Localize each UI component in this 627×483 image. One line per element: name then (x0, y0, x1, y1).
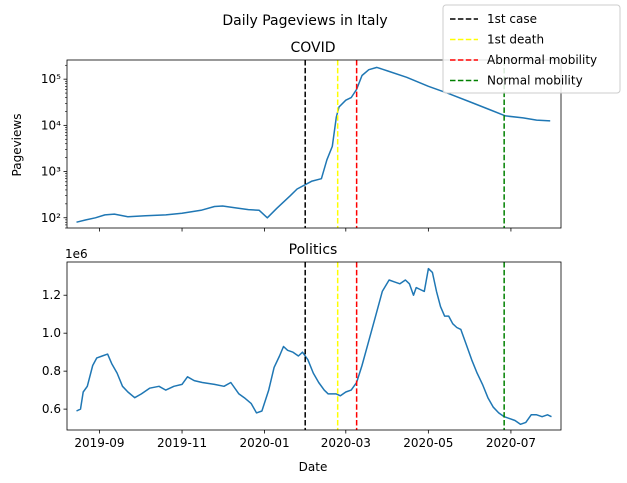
legend-label: Abnormal mobility (487, 53, 597, 67)
politics-panel: Politics 1e6 Date 0.6 0.8 1.0 1.2 2019-09 201… (42, 242, 562, 474)
politics-x-axis-label: Date (299, 460, 328, 474)
politics-y-tick-label: 0.8 (42, 364, 61, 378)
x-tick-label: 2020-03 (321, 436, 371, 450)
legend-label: 1st death (487, 33, 544, 47)
figure-suptitle: Daily Pageviews in Italy (222, 13, 387, 29)
politics-y-tick-label: 1.0 (42, 326, 61, 340)
x-tick-label: 2019-11 (157, 436, 207, 450)
legend-label: Normal mobility (487, 74, 583, 88)
politics-y-tick-label: 0.6 (42, 402, 61, 416)
politics-axes-frame (66, 261, 562, 431)
x-tick-label: 2019-09 (74, 436, 124, 450)
politics-panel-title: Politics (289, 242, 338, 258)
legend-box (442, 4, 621, 94)
x-tick-label: 2020-05 (403, 436, 453, 450)
covid-y-tick-label: 10³ (41, 165, 61, 179)
x-tick-label: 2020-07 (486, 436, 536, 450)
legend-label: 1st case (487, 12, 537, 26)
covid-y-tick-label: 10² (41, 211, 61, 225)
politics-series-line (76, 267, 552, 426)
covid-y-axis-label: Pageviews (10, 114, 24, 177)
covid-y-tick-label: 10⁴ (41, 118, 61, 132)
covid-series-line (76, 66, 551, 223)
covid-panel: COVID Pageviews 10² 10³ 10⁴ 10⁵ (10, 40, 562, 232)
politics-y-tick-label: 1.2 (42, 288, 61, 302)
covid-panel-title: COVID (290, 40, 335, 56)
covid-y-tick-label: 10⁵ (41, 72, 61, 86)
legend: 1st case 1st death Abnormal mobility Normal… (442, 4, 621, 94)
x-tick-label: 2020-01 (240, 436, 290, 450)
politics-offset-label: 1e6 (65, 247, 88, 261)
